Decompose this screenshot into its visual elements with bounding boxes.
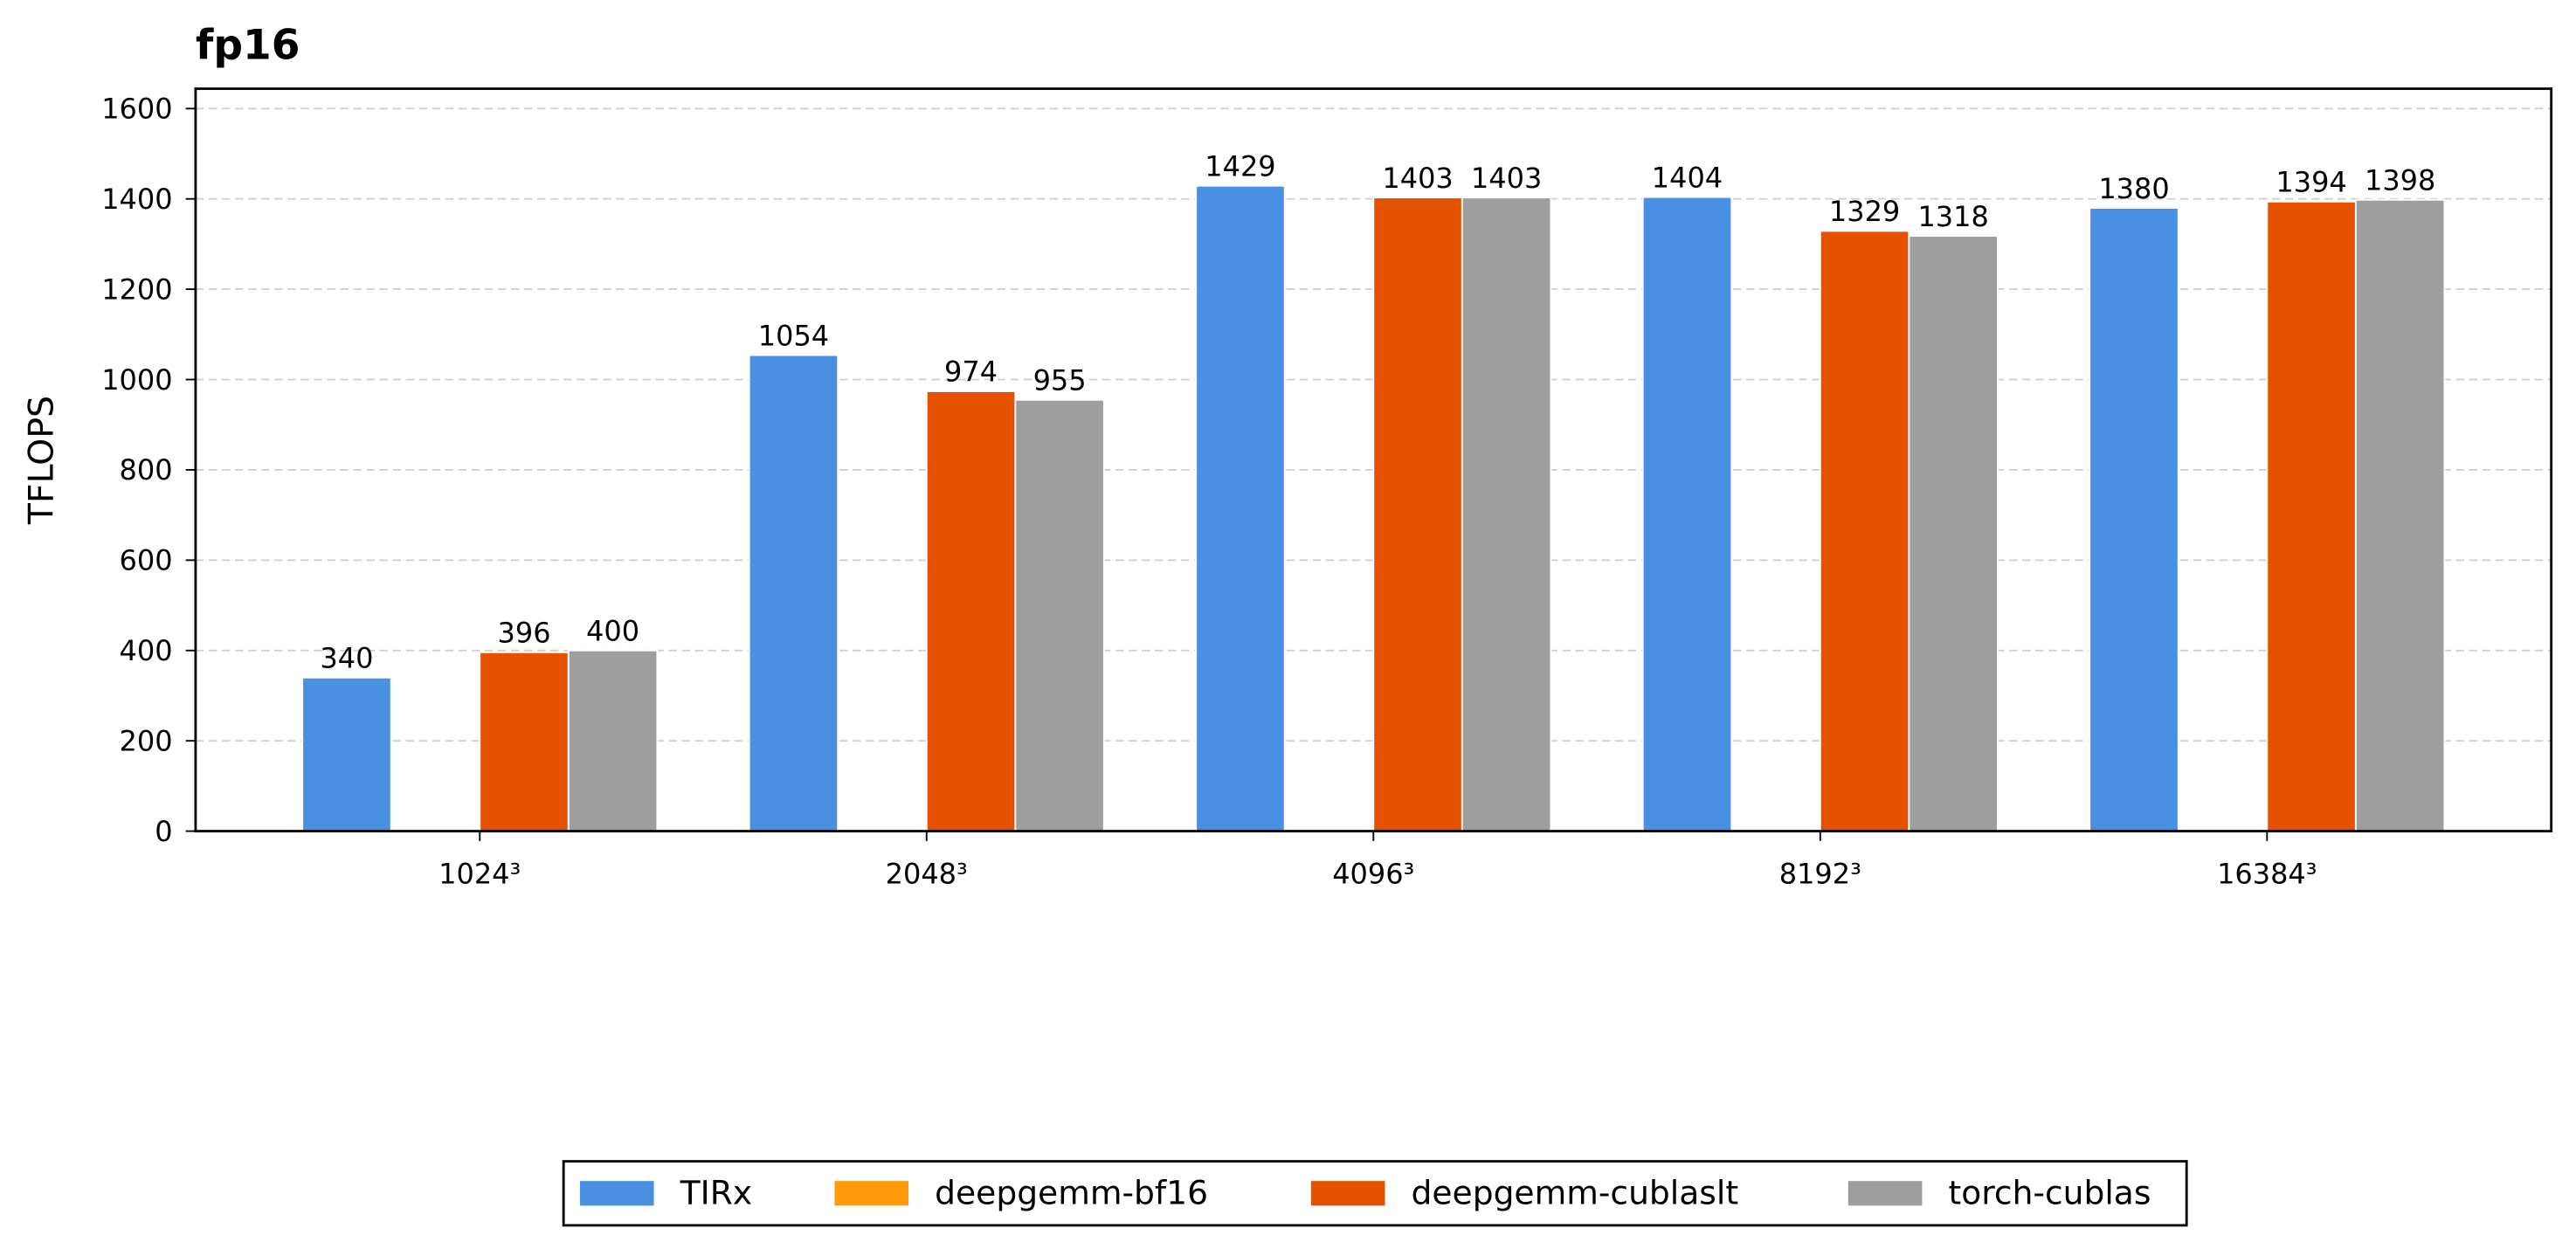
value-label: 1404 <box>1652 161 1723 194</box>
value-label: 1429 <box>1205 149 1275 183</box>
bar <box>2354 198 2446 832</box>
value-label: 955 <box>1033 364 1087 397</box>
y-tick-label: 800 <box>120 453 173 486</box>
value-label: 1403 <box>1382 162 1453 195</box>
bar <box>1908 235 1999 832</box>
value-label: 1394 <box>2276 166 2346 199</box>
legend-label: torch-cublas <box>1948 1173 2151 1211</box>
bar <box>479 651 570 832</box>
value-label: 396 <box>498 617 551 650</box>
bar <box>1195 184 1286 832</box>
y-axis-label: TFLOPS <box>21 396 61 525</box>
bar <box>2089 207 2179 832</box>
y-tick-label: 1600 <box>101 93 172 126</box>
legend-label: deepgemm-cublaslt <box>1412 1173 1739 1211</box>
legend-label: TIRx <box>680 1173 752 1211</box>
legend-swatch <box>834 1181 909 1206</box>
x-tick-label: 1024³ <box>439 858 521 891</box>
bar <box>301 676 392 832</box>
y-tick-label: 0 <box>155 815 172 848</box>
legend-swatch <box>579 1181 654 1206</box>
x-tick-label: 4096³ <box>1332 858 1414 891</box>
value-label: 974 <box>944 355 998 389</box>
value-label: 1318 <box>1917 200 1988 233</box>
chart-title: fp16 <box>196 22 300 70</box>
y-tick-label: 400 <box>120 634 173 667</box>
y-tick-label: 1200 <box>101 273 172 306</box>
bar <box>748 354 839 832</box>
y-tick-label: 1000 <box>101 363 172 397</box>
bar <box>567 649 659 832</box>
y-tick-label: 1400 <box>101 183 172 216</box>
value-label: 340 <box>320 641 373 674</box>
value-label: 1398 <box>2365 163 2435 197</box>
bar <box>1014 398 1105 832</box>
y-tick-label: 200 <box>120 724 173 757</box>
legend-swatch <box>1847 1181 1923 1206</box>
bar <box>1372 197 1463 832</box>
value-label: 1403 <box>1471 162 1542 195</box>
bar <box>925 390 1017 832</box>
bar <box>1641 196 1733 832</box>
value-label: 400 <box>586 614 639 647</box>
bar <box>2266 200 2357 832</box>
x-tick-label: 2048³ <box>886 858 968 891</box>
value-label: 1054 <box>758 319 829 352</box>
x-tick-label: 16384³ <box>2217 858 2317 891</box>
value-label: 1329 <box>1829 195 1900 228</box>
y-tick-label: 600 <box>120 544 173 577</box>
legend-label: deepgemm-bf16 <box>935 1173 1208 1211</box>
x-tick-label: 8192³ <box>1779 858 1861 891</box>
plot-frame <box>194 87 2553 832</box>
bar <box>1819 230 1910 832</box>
bar <box>1461 197 1552 832</box>
value-label: 1380 <box>2098 172 2169 205</box>
legend-swatch <box>1310 1181 1385 1206</box>
